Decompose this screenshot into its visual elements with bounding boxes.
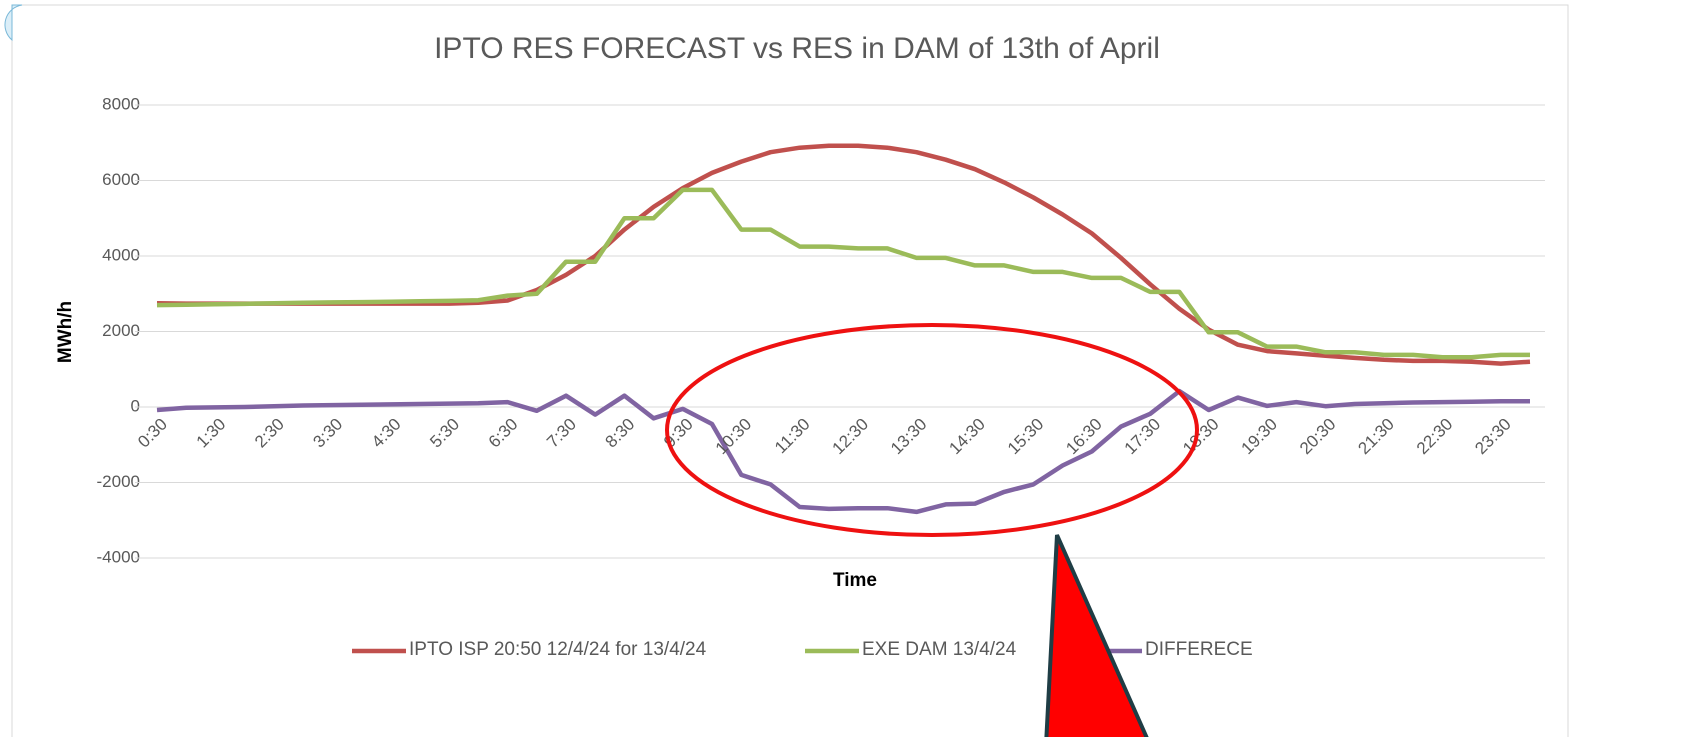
- chart-title: IPTO RES FORECAST vs RES in DAM of 13th …: [434, 32, 1160, 65]
- series-line: [156, 187, 1530, 360]
- y-axis-label: MWh/h: [55, 301, 76, 363]
- x-axis-label: Time: [833, 570, 877, 591]
- y-tick-label: 4000: [102, 245, 140, 264]
- highlight-ellipse: [665, 323, 1199, 537]
- legend-label: DIFFERECE: [1145, 639, 1253, 660]
- legend: IPTO ISP 20:50 12/4/24 for 13/4/24 EXE DA…: [352, 639, 1253, 660]
- series-line: [156, 388, 1530, 515]
- grid: -4000 -2000 0 2000 4000 6000 8000: [97, 94, 1545, 566]
- y-tick-label: 0: [131, 396, 140, 415]
- y-tick-label: 8000: [102, 94, 140, 113]
- y-tick-label: -4000: [97, 547, 140, 566]
- legend-label: IPTO ISP 20:50 12/4/24 for 13/4/24: [409, 639, 707, 660]
- y-tick-label: 2000: [102, 321, 140, 340]
- y-tick-label: -2000: [97, 472, 140, 491]
- legend-label: EXE DAM 13/4/24: [862, 639, 1017, 660]
- slide-decoration: [4, 4, 23, 42]
- plot: [156, 143, 1531, 515]
- y-tick-label: 6000: [102, 170, 140, 189]
- chart-frame: [11, 4, 1569, 737]
- arrow: [1044, 534, 1149, 737]
